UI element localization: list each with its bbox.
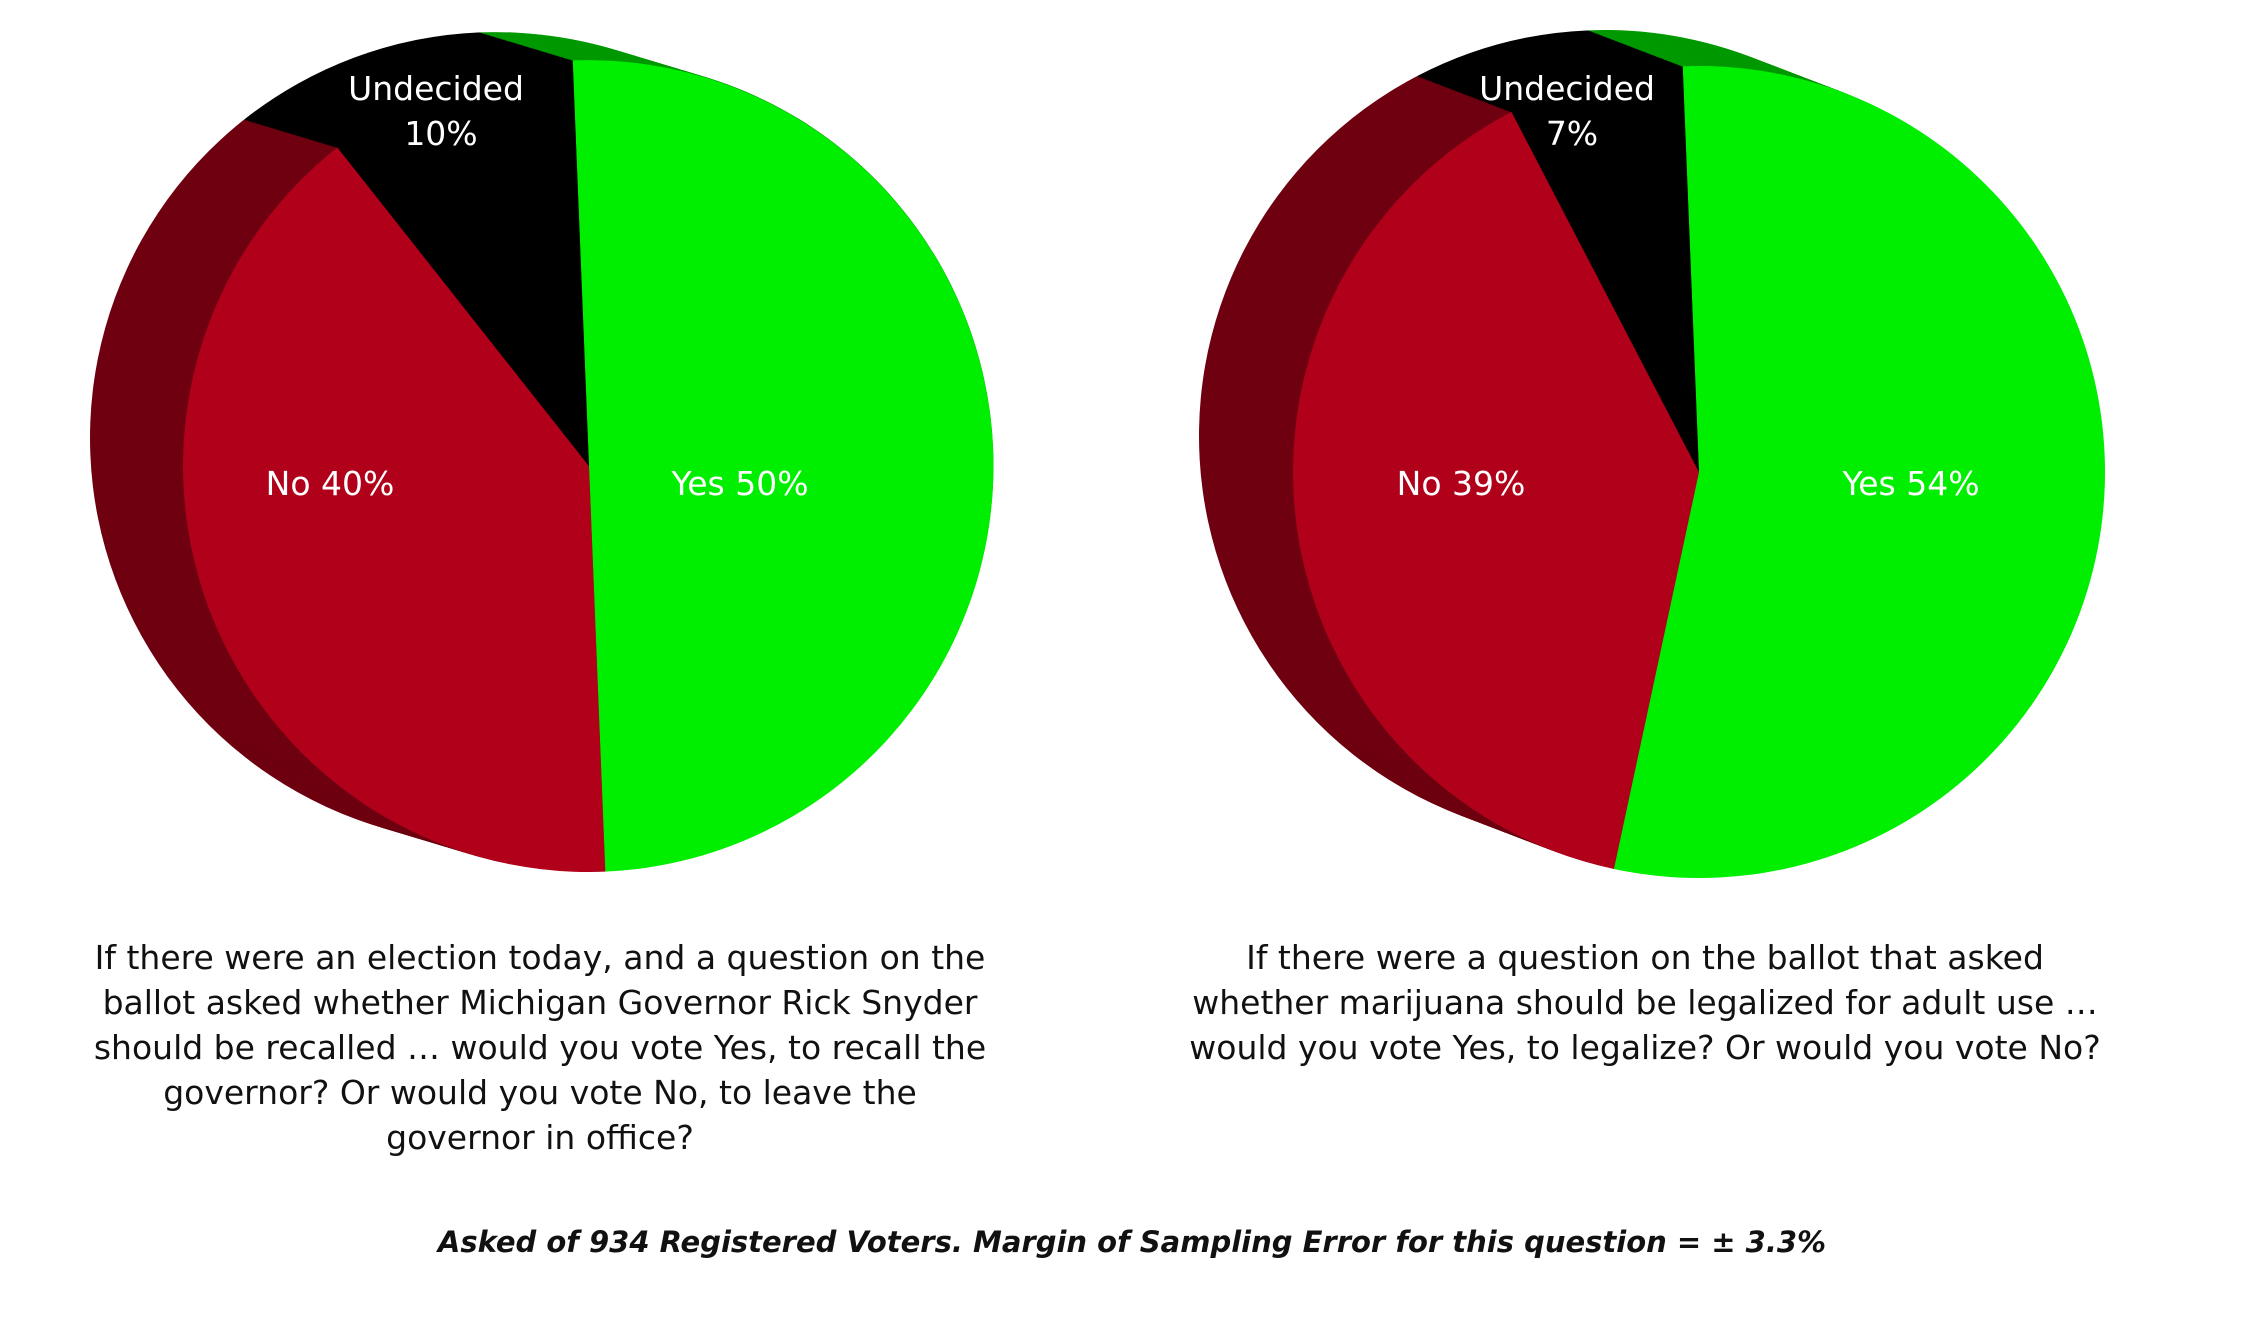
- undecided-pct-label: 7%: [1546, 114, 1598, 153]
- no-label: No 39%: [1397, 464, 1526, 503]
- pie-slice-no: [183, 147, 606, 872]
- undecided-pct-label: 10%: [404, 114, 477, 153]
- pie-chart-recall: Yes 50% No 40% Undecided 10%: [90, 32, 994, 872]
- no-label: No 40%: [266, 464, 395, 503]
- pie-slice-no: [1292, 111, 1699, 869]
- undecided-name-label: Undecided: [1479, 69, 1655, 108]
- yes-label: Yes 50%: [670, 464, 808, 503]
- pie-slice-yes: [1613, 66, 2106, 879]
- undecided-name-label: Undecided: [348, 69, 524, 108]
- yes-label: Yes 54%: [1841, 464, 1979, 503]
- sampling-error-footnote: Asked of 934 Registered Voters. Margin o…: [437, 1225, 1827, 1259]
- marijuana-question-caption: If there were a question on the ballot t…: [1189, 938, 2101, 1067]
- pie-slice-yes: [572, 60, 994, 872]
- pie-chart-marijuana: Yes 54% No 39% Undecided 7%: [1198, 30, 2106, 879]
- pie-slice-undecided: [1511, 66, 1699, 472]
- recall-question-caption: If there were an election today, and a q…: [93, 938, 987, 1157]
- pie-slice-undecided: [337, 60, 589, 466]
